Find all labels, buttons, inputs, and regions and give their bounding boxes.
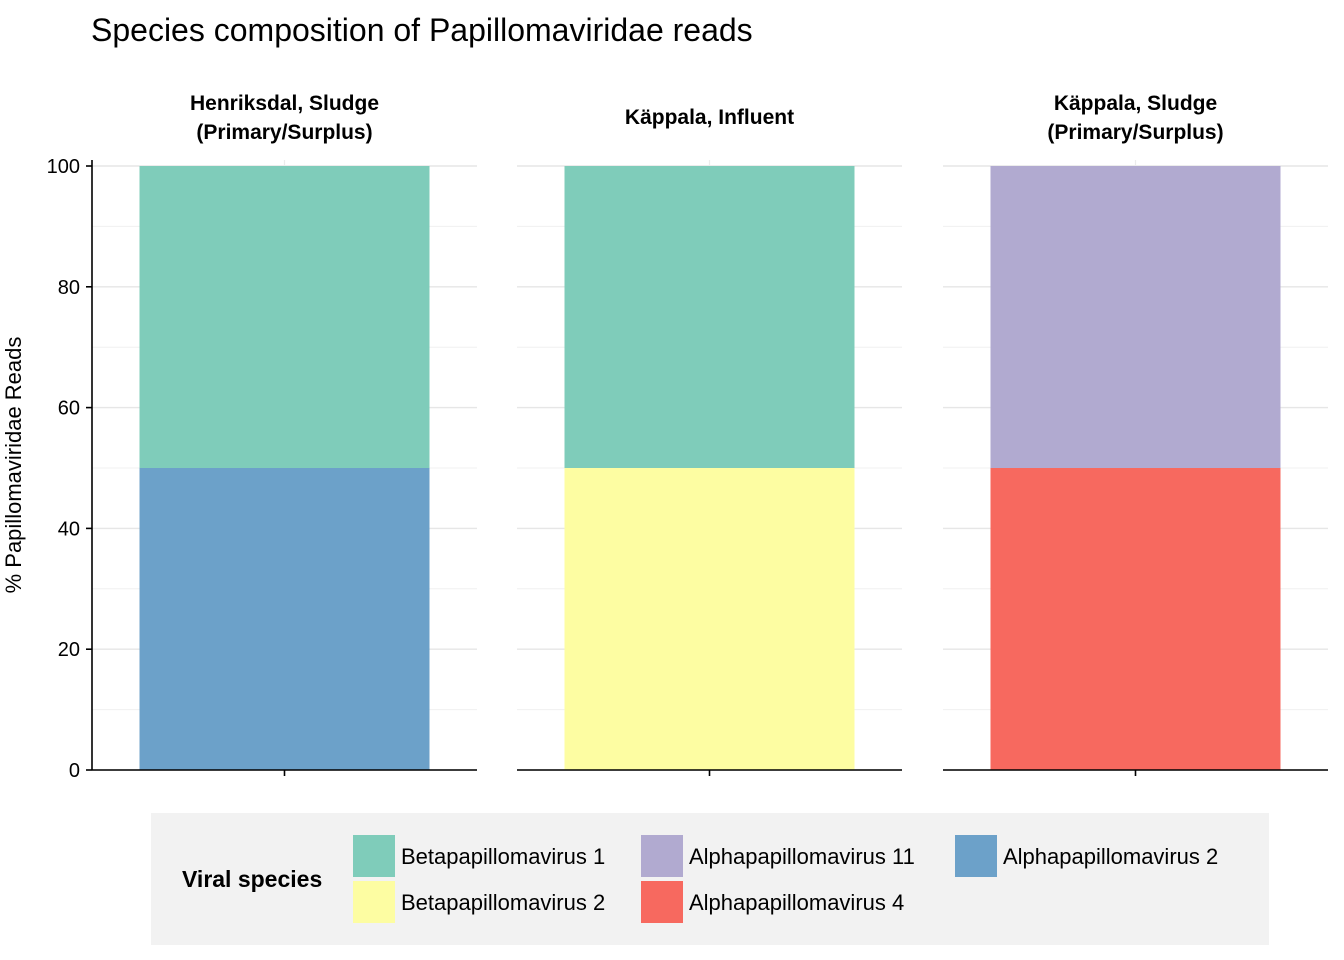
legend-title: Viral species	[182, 866, 323, 892]
legend-swatch	[353, 881, 395, 923]
bar-segment	[990, 468, 1281, 770]
bar-segment	[139, 468, 430, 770]
y-tick-label: 100	[47, 156, 80, 178]
legend-swatch	[955, 835, 997, 877]
facet-title: Käppala, Sludge	[1054, 92, 1217, 115]
legend	[151, 813, 1269, 945]
y-tick-label: 60	[58, 398, 80, 420]
bar-segment	[139, 166, 430, 468]
bar-segment	[990, 166, 1281, 468]
facet-title: (Primary/Surplus)	[196, 121, 372, 144]
facet-title: (Primary/Surplus)	[1047, 121, 1223, 144]
legend-swatch	[641, 835, 683, 877]
bar-segment	[564, 166, 855, 468]
legend-label: Alphapapillomavirus 2	[1003, 844, 1219, 869]
bar-segment	[564, 468, 855, 770]
legend-swatch	[641, 881, 683, 923]
chart-title: Species composition of Papillomaviridae …	[91, 12, 753, 48]
legend-label: Betapapillomavirus 2	[401, 890, 606, 915]
legend-label: Betapapillomavirus 1	[401, 844, 606, 869]
facet-title: Käppala, Influent	[625, 106, 794, 129]
legend-label: Alphapapillomavirus 4	[689, 890, 905, 915]
y-tick-label: 80	[58, 277, 80, 299]
y-tick-label: 40	[58, 518, 80, 540]
legend-swatch	[353, 835, 395, 877]
legend-label: Alphapapillomavirus 11	[689, 844, 915, 869]
y-tick-label: 0	[69, 760, 80, 782]
facet-title: Henriksdal, Sludge	[190, 92, 379, 115]
chart-plot-area: Henriksdal, Sludge (Primary/Surplus) Käppa…	[47, 92, 1328, 782]
y-tick-label: 20	[58, 639, 80, 661]
